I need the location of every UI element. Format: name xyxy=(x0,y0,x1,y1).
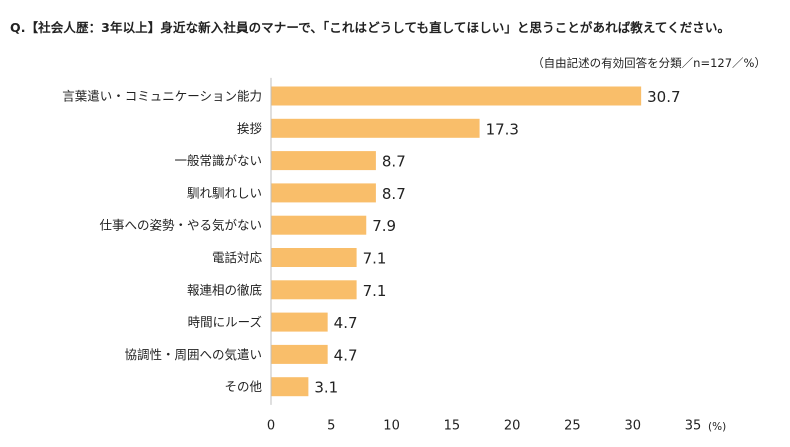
x-tick-label: 20 xyxy=(504,419,521,434)
value-label: 7.9 xyxy=(372,217,396,235)
bar xyxy=(271,377,309,397)
bar xyxy=(271,248,357,267)
value-label: 4.7 xyxy=(334,346,358,364)
value-label: 8.7 xyxy=(382,185,406,203)
sample-note: （自由記述の有効回答を分類／n=127／%） xyxy=(532,56,766,70)
x-tick-label: 15 xyxy=(444,419,461,434)
bar xyxy=(271,86,642,106)
bar xyxy=(271,183,376,203)
bar xyxy=(271,312,328,332)
value-label: 3.1 xyxy=(314,379,338,397)
value-label: 8.7 xyxy=(382,153,406,171)
x-tick-label: 25 xyxy=(564,419,581,434)
x-tick-label: 10 xyxy=(383,419,400,434)
value-label: 7.1 xyxy=(363,282,387,300)
x-unit-label: (%) xyxy=(708,421,726,433)
value-label: 7.1 xyxy=(363,250,387,268)
category-label: 仕事への姿勢・やる気がない xyxy=(99,218,262,233)
bar xyxy=(271,344,328,364)
category-label: 言葉遣い・コミュニケーション能力 xyxy=(62,89,262,104)
x-tick-labels-group: 0 5 10 15 20 25 30 35 xyxy=(267,419,701,434)
category-label: 時間にルーズ xyxy=(188,315,262,330)
category-label: その他 xyxy=(224,379,262,394)
value-label: 4.7 xyxy=(334,314,358,332)
category-label: 電話対応 xyxy=(212,250,263,265)
category-label: 協調性・周囲への気遣い xyxy=(124,347,262,362)
category-label: 挨拶 xyxy=(237,121,263,136)
x-tick-label: 30 xyxy=(624,419,641,434)
bar xyxy=(271,280,357,300)
value-label: 30.7 xyxy=(647,88,680,106)
bar xyxy=(271,215,367,235)
x-tick-label: 0 xyxy=(267,419,275,434)
value-labels-group: 30.7 17.3 8.7 8.7 7.9 7.1 7.1 4.7 4.7 3.1 xyxy=(314,88,680,397)
question-text: Q.【社会人歴：3年以上】身近な新入社員のマナーで、「これはどうしても直してほし… xyxy=(10,20,731,35)
x-tick-label: 35 xyxy=(685,419,702,434)
category-label: 一般常識がない xyxy=(174,153,262,168)
category-label: 馴れ馴れしい xyxy=(187,185,262,200)
bars-group xyxy=(271,86,642,397)
bar xyxy=(271,151,376,171)
category-labels-group: 言葉遣い・コミュニケーション能力挨拶一般常識がない馴れ馴れしい仕事への姿勢・やる… xyxy=(62,89,262,395)
bar xyxy=(271,118,480,138)
value-label: 17.3 xyxy=(486,120,519,138)
x-tick-label: 5 xyxy=(327,419,335,434)
category-label: 報連相の徹底 xyxy=(187,282,262,297)
